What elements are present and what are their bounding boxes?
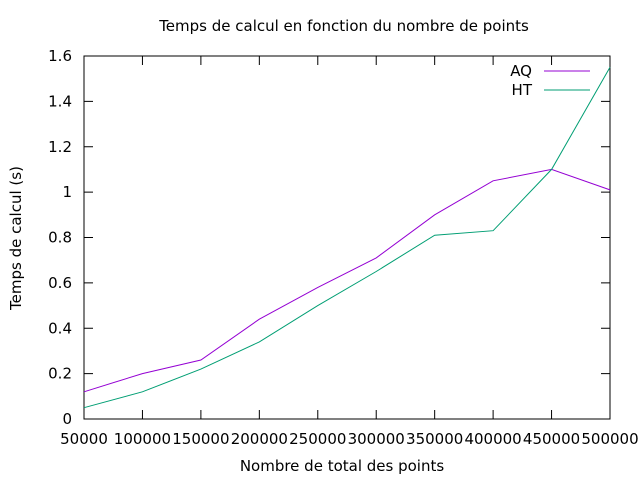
legend-label-aq: AQ xyxy=(510,62,532,80)
plot-frame xyxy=(83,55,611,420)
series-line-aq xyxy=(83,168,611,393)
x-tick-label: 250000 xyxy=(289,430,346,448)
x-tick-label: 400000 xyxy=(464,430,521,448)
y-tick-label: 1.6 xyxy=(48,47,72,65)
x-tick-label: 450000 xyxy=(523,430,580,448)
x-tick-label: 100000 xyxy=(114,430,171,448)
y-tick-label: 0 xyxy=(62,410,72,428)
y-tick-label: 0.8 xyxy=(48,229,72,247)
axis-ticks: 0 0.2 0.4 0.6 0.8 1 1.2 1.4 1.6 50000 100000 150000… xyxy=(48,47,638,448)
y-tick-label: 0.2 xyxy=(48,365,72,383)
series-lines xyxy=(83,67,611,409)
y-tick-label: 0.6 xyxy=(48,274,72,292)
x-tick-label: 150000 xyxy=(172,430,229,448)
x-axis-label: Nombre de total des points xyxy=(240,457,445,475)
series-line-ht xyxy=(83,67,611,409)
x-tick-label: 300000 xyxy=(348,430,405,448)
y-tick-label: 0.4 xyxy=(48,319,72,337)
y-tick-label: 1 xyxy=(62,183,72,201)
y-tick-label: 1.2 xyxy=(48,138,72,156)
chart-title: Temps de calcul en fonction du nombre de… xyxy=(158,17,529,35)
x-tick-label: 500000 xyxy=(581,430,638,448)
y-axis-label: Temps de calcul (s) xyxy=(7,166,25,311)
x-tick-label: 350000 xyxy=(406,430,463,448)
x-tick-label: 200000 xyxy=(231,430,288,448)
y-tick-label: 1.4 xyxy=(48,92,72,110)
legend-label-ht: HT xyxy=(512,81,533,99)
x-tick-label: 50000 xyxy=(60,430,108,448)
